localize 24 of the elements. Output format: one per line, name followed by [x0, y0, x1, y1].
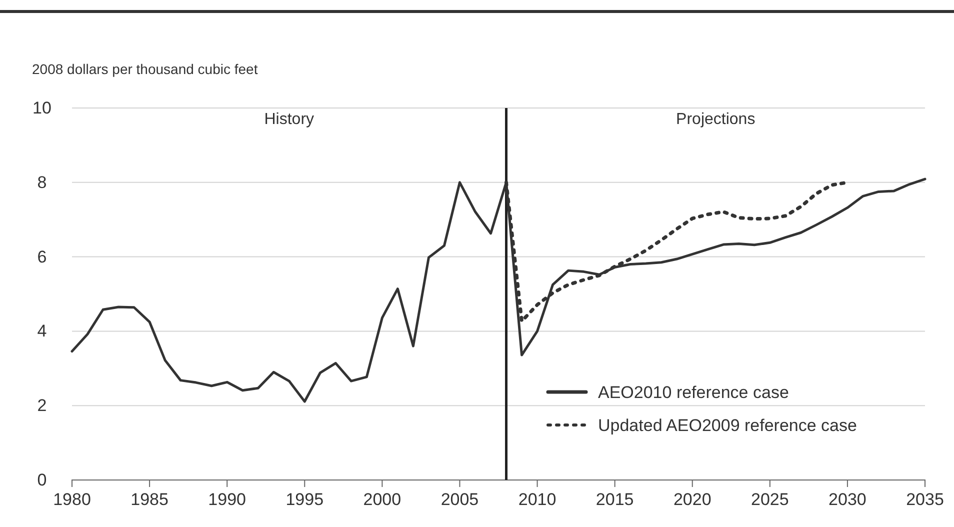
x-tick-label: 2005 [440, 490, 479, 510]
annotation: History [264, 111, 314, 128]
legend-label: AEO2010 reference case [598, 382, 789, 402]
x-tick-label: 1995 [286, 490, 324, 510]
x-tick-label: 1985 [130, 490, 168, 510]
x-tick-label: 2025 [750, 490, 789, 510]
y-tick-label: 4 [37, 322, 47, 341]
legend-label: Updated AEO2009 reference case [598, 416, 857, 435]
x-tick-label: 2030 [828, 490, 866, 510]
y-tick-label: 6 [37, 247, 47, 266]
y-tick-label: 2 [37, 396, 47, 416]
line-series [70, 178, 926, 403]
x-tick-label: 2015 [596, 490, 634, 510]
x-tick-label: 2010 [518, 490, 556, 510]
y-tick-label: 10 [32, 98, 52, 118]
annotation: Projections [676, 111, 756, 128]
y-axis-title: 2008 dollars per thousand cubic feet [32, 61, 258, 77]
x-tick-label: 2000 [363, 490, 402, 510]
y-tick-label: 8 [37, 172, 47, 192]
x-tick-label: 2035 [906, 490, 944, 510]
x-tick-label: 2020 [673, 490, 712, 510]
x-tick-label: 1980 [53, 490, 91, 510]
y-tick-label: 0 [37, 470, 47, 490]
x-tick-label: 1990 [208, 490, 246, 510]
